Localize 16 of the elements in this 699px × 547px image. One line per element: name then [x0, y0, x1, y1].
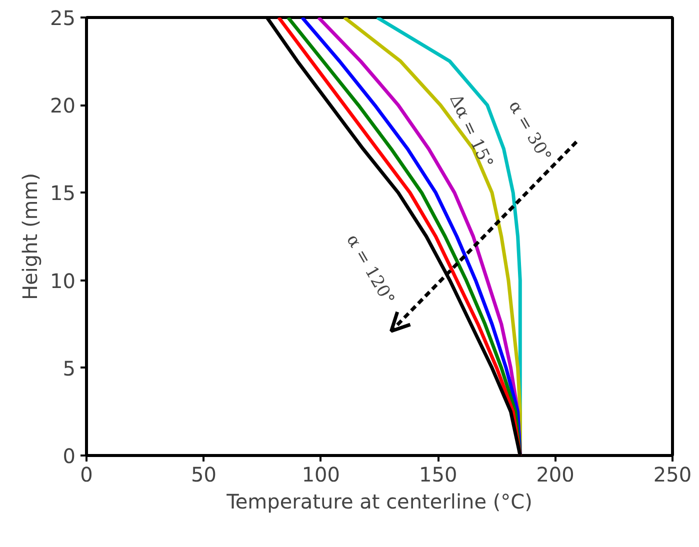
x-axis-title: Temperature at centerline (°C) [226, 490, 532, 514]
x-tick-label: 50 [190, 462, 216, 486]
y-tick-label: 25 [50, 6, 76, 30]
y-tick-label: 20 [50, 94, 76, 118]
annotation: Δα = 15° [445, 91, 497, 172]
x-tick-label: 200 [536, 462, 574, 486]
y-tick-label: 15 [50, 181, 76, 206]
y-tick-label: 10 [50, 268, 76, 293]
x-tick-label: 100 [302, 462, 340, 486]
y-axis-title: Height (mm) [18, 172, 42, 300]
x-tick-label: 150 [419, 462, 458, 486]
x-tick-label: 0 [80, 462, 93, 486]
x-tick-label: 250 [653, 462, 692, 486]
y-tick-label: 0 [62, 444, 76, 468]
y-tick-label: 5 [62, 356, 76, 380]
annotation: α = 30° [504, 98, 555, 166]
